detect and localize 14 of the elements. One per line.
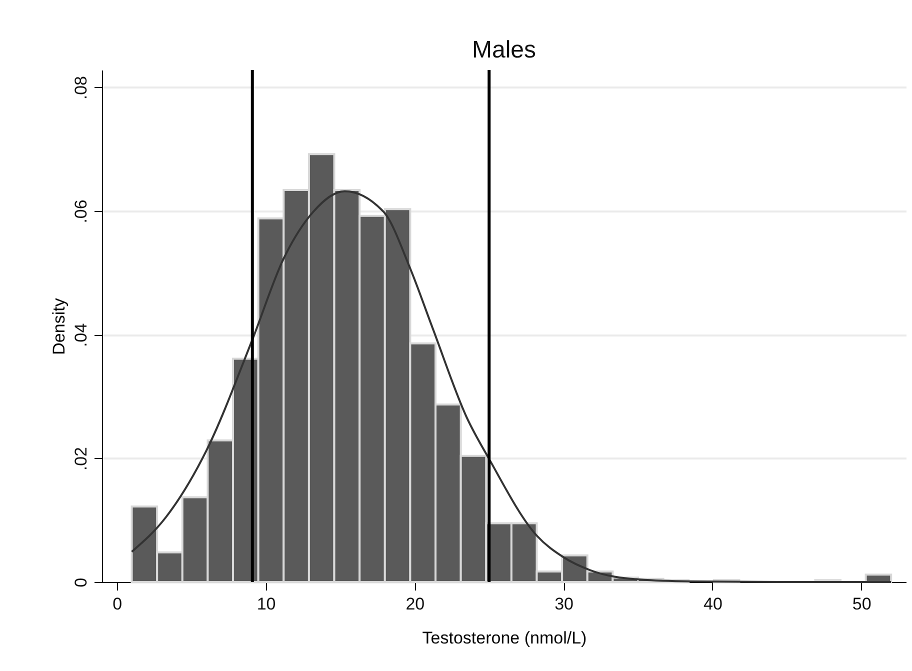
- x-tick-label: 10: [256, 594, 276, 614]
- x-axis-title: Testosterone (nmol/L): [422, 628, 587, 648]
- x-tick-label: 30: [554, 594, 574, 614]
- chart-title: Males: [472, 36, 536, 64]
- x-tick-label: 20: [406, 594, 425, 614]
- x-tick-label: 40: [703, 594, 722, 614]
- y-axis-title: Density: [50, 298, 68, 355]
- y-tick-label: .04: [72, 323, 90, 347]
- x-tick-label: 0: [112, 594, 122, 614]
- y-tick-label: 0: [72, 578, 90, 588]
- y-tick-label: .02: [72, 447, 90, 471]
- y-tick-label: .08: [72, 76, 90, 100]
- y-tick-label: .06: [72, 200, 90, 224]
- x-tick-label: 50: [852, 594, 872, 614]
